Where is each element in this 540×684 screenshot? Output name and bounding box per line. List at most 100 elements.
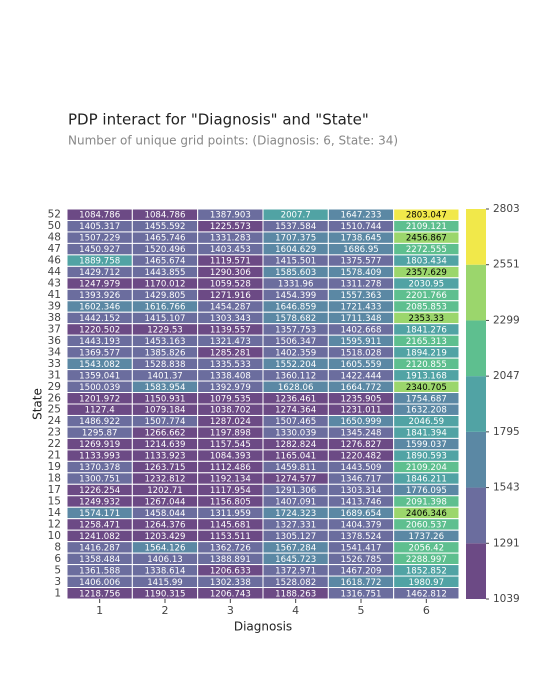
- cell-label: 1387.903: [210, 211, 251, 221]
- colorbar-tick-label: 1543: [493, 482, 520, 494]
- cell-label: 1156.805: [210, 498, 251, 508]
- cell-label: 1335.533: [210, 360, 251, 370]
- y-tick-label: 47: [48, 243, 61, 255]
- cell-label: 1605.559: [340, 360, 381, 370]
- cell-label: 1358.484: [79, 555, 120, 565]
- cell-label: 1188.263: [275, 589, 316, 599]
- cell-label: 1226.254: [79, 486, 120, 496]
- cell-label: 1218.756: [79, 589, 120, 599]
- colorbar-tick-label: 2047: [493, 370, 520, 382]
- cell-label: 1574.171: [79, 509, 120, 519]
- cell-label: 1157.545: [210, 440, 251, 450]
- x-axis-title: Diagnosis: [234, 620, 292, 634]
- y-tick-label: 29: [48, 381, 61, 393]
- cell-label: 1454.399: [275, 291, 316, 301]
- cell-label: 1274.577: [275, 475, 316, 485]
- cell-label: 1429.712: [79, 268, 120, 278]
- cell-label: 1345.248: [340, 429, 381, 439]
- cell-label: 1646.859: [275, 303, 316, 313]
- cell-label: 1388.891: [210, 555, 251, 565]
- cell-label: 2109.204: [406, 463, 447, 473]
- cell-label: 2353.33: [409, 314, 445, 324]
- y-tick-label: 39: [48, 301, 61, 313]
- cell-label: 2030.95: [409, 280, 445, 290]
- cell-label: 1454.287: [210, 303, 251, 313]
- y-tick-label: 23: [48, 427, 61, 439]
- cell-label: 1369.577: [79, 348, 120, 358]
- cell-label: 1271.916: [210, 291, 251, 301]
- cell-label: 1084.393: [210, 452, 251, 462]
- cell-label: 1486.922: [79, 417, 120, 427]
- cell-label: 1305.127: [275, 532, 316, 542]
- cell-label: 1038.702: [210, 406, 251, 416]
- cell-label: 1664.772: [340, 383, 381, 393]
- cell-label: 1231.011: [340, 406, 381, 416]
- cell-label: 1316.751: [340, 589, 381, 599]
- cell-label: 1616.766: [144, 303, 185, 313]
- cell-label: 1599.037: [406, 440, 447, 450]
- cell-label: 1375.577: [340, 257, 381, 267]
- cell-label: 1416.287: [79, 543, 120, 553]
- cell-label: 1401.37: [147, 371, 183, 381]
- cell-label: 1510.744: [340, 222, 381, 232]
- cell-label: 1303.314: [340, 486, 381, 496]
- cell-label: 1282.824: [275, 440, 316, 450]
- cell-label: 2201.766: [406, 291, 447, 301]
- cell-label: 1707.375: [275, 234, 316, 244]
- cell-label: 1206.743: [210, 589, 251, 599]
- cell-label: 1552.204: [275, 360, 316, 370]
- colorbar-band: [466, 543, 486, 599]
- cell-label: 1331.283: [210, 234, 251, 244]
- colorbar-tick-label: 2299: [493, 314, 520, 326]
- cell-label: 1913.168: [406, 371, 447, 381]
- cell-label: 1602.346: [79, 303, 120, 313]
- x-tick-label: 3: [227, 604, 234, 617]
- cell-label: 1378.524: [340, 532, 381, 542]
- cell-label: 1338.614: [144, 566, 185, 576]
- cell-label: 1295.87: [82, 429, 118, 439]
- cell-label: 2272.555: [406, 245, 447, 255]
- cell-label: 1276.827: [340, 440, 381, 450]
- chart-subtitle: Number of unique grid points: (Diagnosis…: [68, 134, 398, 148]
- cell-label: 1415.99: [147, 578, 183, 588]
- cell-label: 1153.511: [210, 532, 251, 542]
- cell-label: 1192.134: [210, 475, 251, 485]
- cell-label: 1119.571: [210, 257, 251, 267]
- y-tick-label: 33: [48, 358, 61, 370]
- y-tick-label: 19: [48, 461, 61, 473]
- cell-label: 1232.812: [144, 475, 185, 485]
- cell-label: 1595.911: [340, 337, 381, 347]
- cell-label: 1360.112: [275, 371, 316, 381]
- cell-label: 1117.954: [210, 486, 251, 496]
- cell-label: 1689.654: [340, 509, 381, 519]
- cell-label: 1632.208: [406, 406, 447, 416]
- cell-label: 1628.06: [278, 383, 314, 393]
- cell-label: 1150.931: [144, 394, 185, 404]
- cell-label: 1443.193: [79, 337, 120, 347]
- cell-label: 1220.482: [340, 452, 381, 462]
- cell-label: 1247.979: [79, 280, 120, 290]
- cell-label: 1776.095: [406, 486, 447, 496]
- cell-label: 1507.465: [275, 417, 316, 427]
- cell-label: 1206.633: [210, 566, 251, 576]
- colorbar-band: [466, 487, 486, 544]
- cell-label: 1201.972: [79, 394, 120, 404]
- y-tick-label: 14: [48, 507, 62, 519]
- cell-label: 1520.496: [144, 245, 185, 255]
- y-tick-label: 46: [48, 255, 62, 267]
- cell-label: 1225.573: [210, 222, 251, 232]
- cell-label: 1557.363: [340, 291, 381, 301]
- colorbar-band: [466, 320, 486, 377]
- cell-label: 1084.786: [79, 211, 120, 221]
- cell-label: 1422.444: [340, 371, 381, 381]
- cell-label: 1889.758: [79, 257, 120, 267]
- cell-label: 1330.039: [275, 429, 316, 439]
- y-tick-label: 21: [48, 450, 61, 462]
- cell-label: 1686.95: [343, 245, 379, 255]
- cell-label: 1443.509: [340, 463, 381, 473]
- cell-label: 1841.276: [406, 325, 447, 335]
- cell-label: 1285.281: [210, 348, 251, 358]
- cell-label: 1429.805: [144, 291, 185, 301]
- cell-label: 1618.772: [340, 578, 381, 588]
- chart-title: PDP interact for "Diagnosis" and "State": [68, 111, 369, 129]
